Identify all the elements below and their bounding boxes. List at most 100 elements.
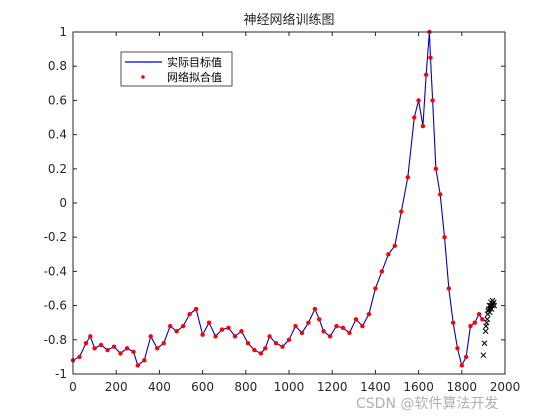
ticks-layer: 0 200 400 600 800 1000 1200 1400 1600 1800 2000 -1 -… xyxy=(44,25,521,394)
data-point-fit xyxy=(327,334,333,339)
data-point-fit xyxy=(463,354,469,360)
data-point-fit xyxy=(293,323,298,329)
y-tick-label: 0.2 xyxy=(48,162,67,176)
data-point-fit xyxy=(423,72,429,77)
data-point-fit xyxy=(472,320,477,325)
y-tick-label: 0 xyxy=(59,196,67,210)
data-point-fit xyxy=(124,346,130,351)
data-point-fit xyxy=(334,323,339,329)
data-point-fit xyxy=(142,358,147,363)
data-point-fit xyxy=(476,311,482,317)
y-tick-label: -0.4 xyxy=(44,264,67,278)
x-tick-label: 800 xyxy=(234,380,257,394)
data-point-fit xyxy=(480,317,485,322)
data-point-fit xyxy=(105,347,110,353)
x-tick-label: 0 xyxy=(69,380,77,394)
data-point-fit xyxy=(92,346,97,351)
plot-frame xyxy=(72,31,506,375)
data-point-fit xyxy=(232,334,238,339)
x-tick-label: 2000 xyxy=(490,380,521,394)
data-point-fit xyxy=(386,252,391,257)
data-point-x-marker xyxy=(491,302,498,309)
data-point-fit xyxy=(219,327,225,332)
data-point-fit xyxy=(360,323,365,329)
legend-marker-fit xyxy=(141,75,145,79)
data-point-fit xyxy=(353,317,359,322)
data-point-fit xyxy=(442,235,447,240)
x-tick-label: 1800 xyxy=(447,380,478,394)
y-tick-label: 0.8 xyxy=(48,59,67,73)
data-point-fit xyxy=(118,351,123,356)
data-point-fit xyxy=(286,337,292,342)
data-point-fit xyxy=(430,98,435,103)
data-point-fit xyxy=(366,311,372,317)
legend-label-fit: 网络拟合值 xyxy=(167,70,222,84)
data-point-fit xyxy=(131,349,136,354)
data-point-fit xyxy=(438,192,443,197)
data-point-fit xyxy=(239,329,244,334)
data-point-fit xyxy=(392,243,398,248)
data-point-fit xyxy=(258,351,264,356)
legend-label-actual: 实际目标值 xyxy=(167,55,222,69)
data-point-fit xyxy=(148,334,153,339)
data-point-fit xyxy=(433,166,439,171)
data-point-fit xyxy=(306,320,311,325)
data-point-fit xyxy=(450,320,456,325)
x-tick-label: 600 xyxy=(191,380,214,394)
data-point-fit xyxy=(405,175,410,180)
data-point-fit xyxy=(267,334,272,339)
data-point-fit xyxy=(83,341,89,346)
watermark-text: CSDN @软件算法开发 xyxy=(356,396,498,412)
data-point-x-marker xyxy=(481,340,488,347)
data-point-fit xyxy=(226,325,231,331)
x-tick-label: 1400 xyxy=(360,380,391,394)
data-point-fit xyxy=(180,323,186,329)
data-point-fit xyxy=(193,306,199,312)
data-point-fit xyxy=(420,123,426,129)
y-tick-label: -1 xyxy=(55,367,67,381)
x-tick-label: 1600 xyxy=(403,380,434,394)
data-point-fit xyxy=(299,330,305,336)
data-point-fit xyxy=(155,346,160,351)
data-point-fit xyxy=(206,320,212,325)
data-point-fit xyxy=(213,334,218,339)
legend: 实际目标值 网络拟合值 xyxy=(120,51,233,87)
plot-area xyxy=(73,32,505,374)
x-tick-label: 1000 xyxy=(274,380,305,394)
data-point-fit xyxy=(428,55,433,60)
data-point-fit xyxy=(77,354,82,360)
data-point-fit xyxy=(399,209,404,214)
data-point-fit xyxy=(111,344,117,349)
data-point-fit xyxy=(187,311,192,317)
data-point-x-marker xyxy=(480,352,487,359)
y-tick-label: 0.4 xyxy=(48,128,67,142)
data-point-fit xyxy=(321,329,326,334)
data-point-fit xyxy=(455,346,460,351)
data-point-x-marker xyxy=(486,302,493,309)
data-point-fit xyxy=(459,363,464,368)
data-point-fit xyxy=(312,306,318,312)
data-point-fit xyxy=(200,332,205,337)
data-point-fit xyxy=(88,334,93,339)
y-tick-label: -0.8 xyxy=(44,333,67,347)
y-tick-label: 1 xyxy=(59,25,67,39)
y-tick-label: -0.6 xyxy=(44,299,67,313)
x-tick-label: 200 xyxy=(105,380,128,394)
data-point-fit xyxy=(263,346,268,351)
data-point-fit xyxy=(174,329,179,334)
x-tick-label: 400 xyxy=(148,380,171,394)
data-point-fit xyxy=(168,323,173,329)
data-point-fit xyxy=(273,341,279,346)
data-point-fit xyxy=(379,269,385,274)
data-point-x-marker xyxy=(484,316,491,323)
data-point-fit xyxy=(135,363,140,368)
data-point-fit xyxy=(280,344,285,349)
data-point-x-marker xyxy=(482,328,489,335)
legend-box xyxy=(120,51,233,87)
x-tick-label: 1200 xyxy=(317,380,348,394)
data-point-fit xyxy=(446,286,452,291)
data-point-fit xyxy=(161,341,166,346)
series-line-actual xyxy=(72,31,483,368)
series-layer xyxy=(70,29,498,368)
